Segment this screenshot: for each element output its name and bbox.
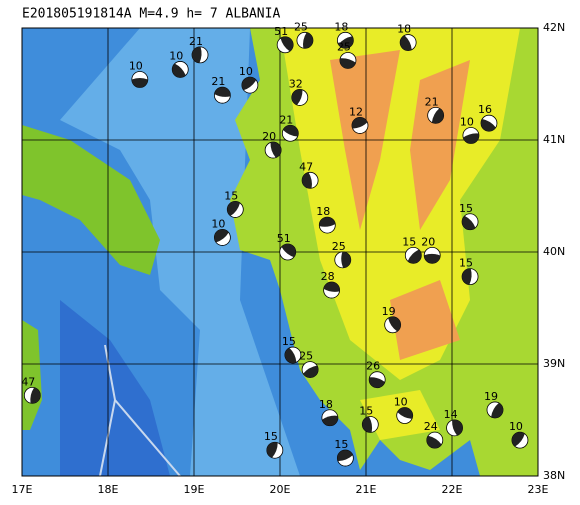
depth-label: 10 xyxy=(129,60,143,73)
depth-label: 21 xyxy=(279,113,293,126)
focal-mechanism xyxy=(461,268,479,286)
lon-tick-label: 20E xyxy=(270,483,291,496)
depth-label: 15 xyxy=(224,189,238,202)
depth-label: 47 xyxy=(21,375,35,388)
depth-label: 10 xyxy=(460,116,474,129)
focal-mechanism xyxy=(511,431,529,449)
focal-mechanism xyxy=(423,246,441,264)
focal-mechanism xyxy=(426,431,444,449)
lat-tick-label: 38N xyxy=(543,469,565,482)
focal-mechanism xyxy=(276,36,294,54)
depth-label: 21 xyxy=(211,75,225,88)
focal-mechanism xyxy=(399,34,417,51)
depth-label: 18 xyxy=(397,23,411,36)
lat-tick-label: 42N xyxy=(543,21,565,34)
focal-mechanism xyxy=(361,416,379,433)
depth-label: 18 xyxy=(316,205,330,218)
depth-label: 18 xyxy=(334,20,348,33)
depth-label: 19 xyxy=(382,305,396,318)
depth-label: 28 xyxy=(321,270,335,283)
depth-label: 32 xyxy=(289,77,303,90)
depth-label: 10 xyxy=(509,420,523,433)
focal-mechanism xyxy=(23,386,41,404)
focal-mechanism xyxy=(279,243,297,261)
focal-mechanism xyxy=(486,401,504,419)
focal-mechanism xyxy=(191,46,209,64)
depth-label: 15 xyxy=(264,430,278,443)
focal-mechanism xyxy=(461,213,479,231)
map-title: E201805191814A M=4.9 h= 7 ALBANIA xyxy=(22,7,280,22)
focal-mechanism xyxy=(266,441,284,459)
depth-label: 16 xyxy=(478,103,492,116)
depth-label: 10 xyxy=(169,49,183,62)
depth-label: 21 xyxy=(189,35,203,48)
focal-mechanism xyxy=(336,31,354,49)
focal-mechanism xyxy=(336,449,354,467)
depth-label: 26 xyxy=(366,360,380,373)
focal-mechanism xyxy=(318,216,336,234)
focal-mechanism xyxy=(213,86,231,104)
lon-tick-label: 17E xyxy=(12,483,33,496)
focal-mechanism xyxy=(301,361,319,379)
depth-label: 10 xyxy=(211,217,225,230)
focal-mechanism xyxy=(296,31,314,49)
depth-label: 10 xyxy=(239,65,253,78)
depth-label: 25 xyxy=(294,20,308,33)
focal-mechanism xyxy=(291,89,309,106)
depth-label: 15 xyxy=(334,438,348,451)
depth-label: 15 xyxy=(459,202,473,215)
depth-label: 20 xyxy=(262,130,276,143)
focal-mechanism xyxy=(334,251,352,269)
focal-mechanism xyxy=(384,316,402,334)
depth-label: 21 xyxy=(425,95,439,108)
lat-tick-label: 40N xyxy=(543,245,565,258)
depth-label: 47 xyxy=(299,160,313,173)
focal-mechanism xyxy=(131,71,149,88)
lon-tick-label: 19E xyxy=(184,483,205,496)
focal-mechanism xyxy=(446,419,463,437)
focal-mechanism xyxy=(241,76,259,94)
depth-label: 19 xyxy=(484,390,498,403)
focal-mechanism xyxy=(281,124,299,142)
depth-label: 25 xyxy=(337,40,351,53)
focal-mechanism xyxy=(480,114,498,132)
focal-mechanism xyxy=(396,407,414,424)
depth-label: 51 xyxy=(274,25,288,38)
focal-mechanism xyxy=(351,117,369,134)
lat-tick-label: 41N xyxy=(543,133,565,146)
focal-mechanism xyxy=(404,246,422,264)
depth-label: 15 xyxy=(282,335,296,348)
focal-mechanism xyxy=(427,106,445,124)
focal-mechanism xyxy=(339,52,357,69)
focal-mechanism xyxy=(321,409,339,427)
focal-mechanism xyxy=(462,127,480,144)
depth-label: 24 xyxy=(424,420,438,433)
depth-label: 15 xyxy=(402,235,416,248)
depth-label: 18 xyxy=(319,398,333,411)
depth-label: 51 xyxy=(277,232,291,245)
focal-mechanism xyxy=(171,61,189,78)
depth-label: 25 xyxy=(332,240,346,253)
depth-label: 15 xyxy=(459,257,473,270)
lon-tick-label: 21E xyxy=(356,483,377,496)
depth-label: 25 xyxy=(299,350,313,363)
focal-mechanism xyxy=(323,281,341,299)
depth-label: 12 xyxy=(349,105,363,118)
focal-mechanism xyxy=(284,346,302,364)
focal-mechanism xyxy=(213,229,231,246)
depth-label: 14 xyxy=(444,408,458,421)
lon-tick-label: 18E xyxy=(98,483,119,496)
depth-label: 20 xyxy=(421,235,435,248)
focal-mechanism xyxy=(368,371,386,389)
lon-tick-label: 22E xyxy=(442,483,463,496)
lon-tick-label: 23E xyxy=(528,483,549,496)
lat-tick-label: 39N xyxy=(543,357,565,370)
focal-mechanism xyxy=(301,171,319,189)
depth-label: 10 xyxy=(394,396,408,409)
depth-label: 15 xyxy=(359,404,373,417)
focal-mechanism xyxy=(226,201,244,218)
focal-mechanism xyxy=(264,141,282,159)
